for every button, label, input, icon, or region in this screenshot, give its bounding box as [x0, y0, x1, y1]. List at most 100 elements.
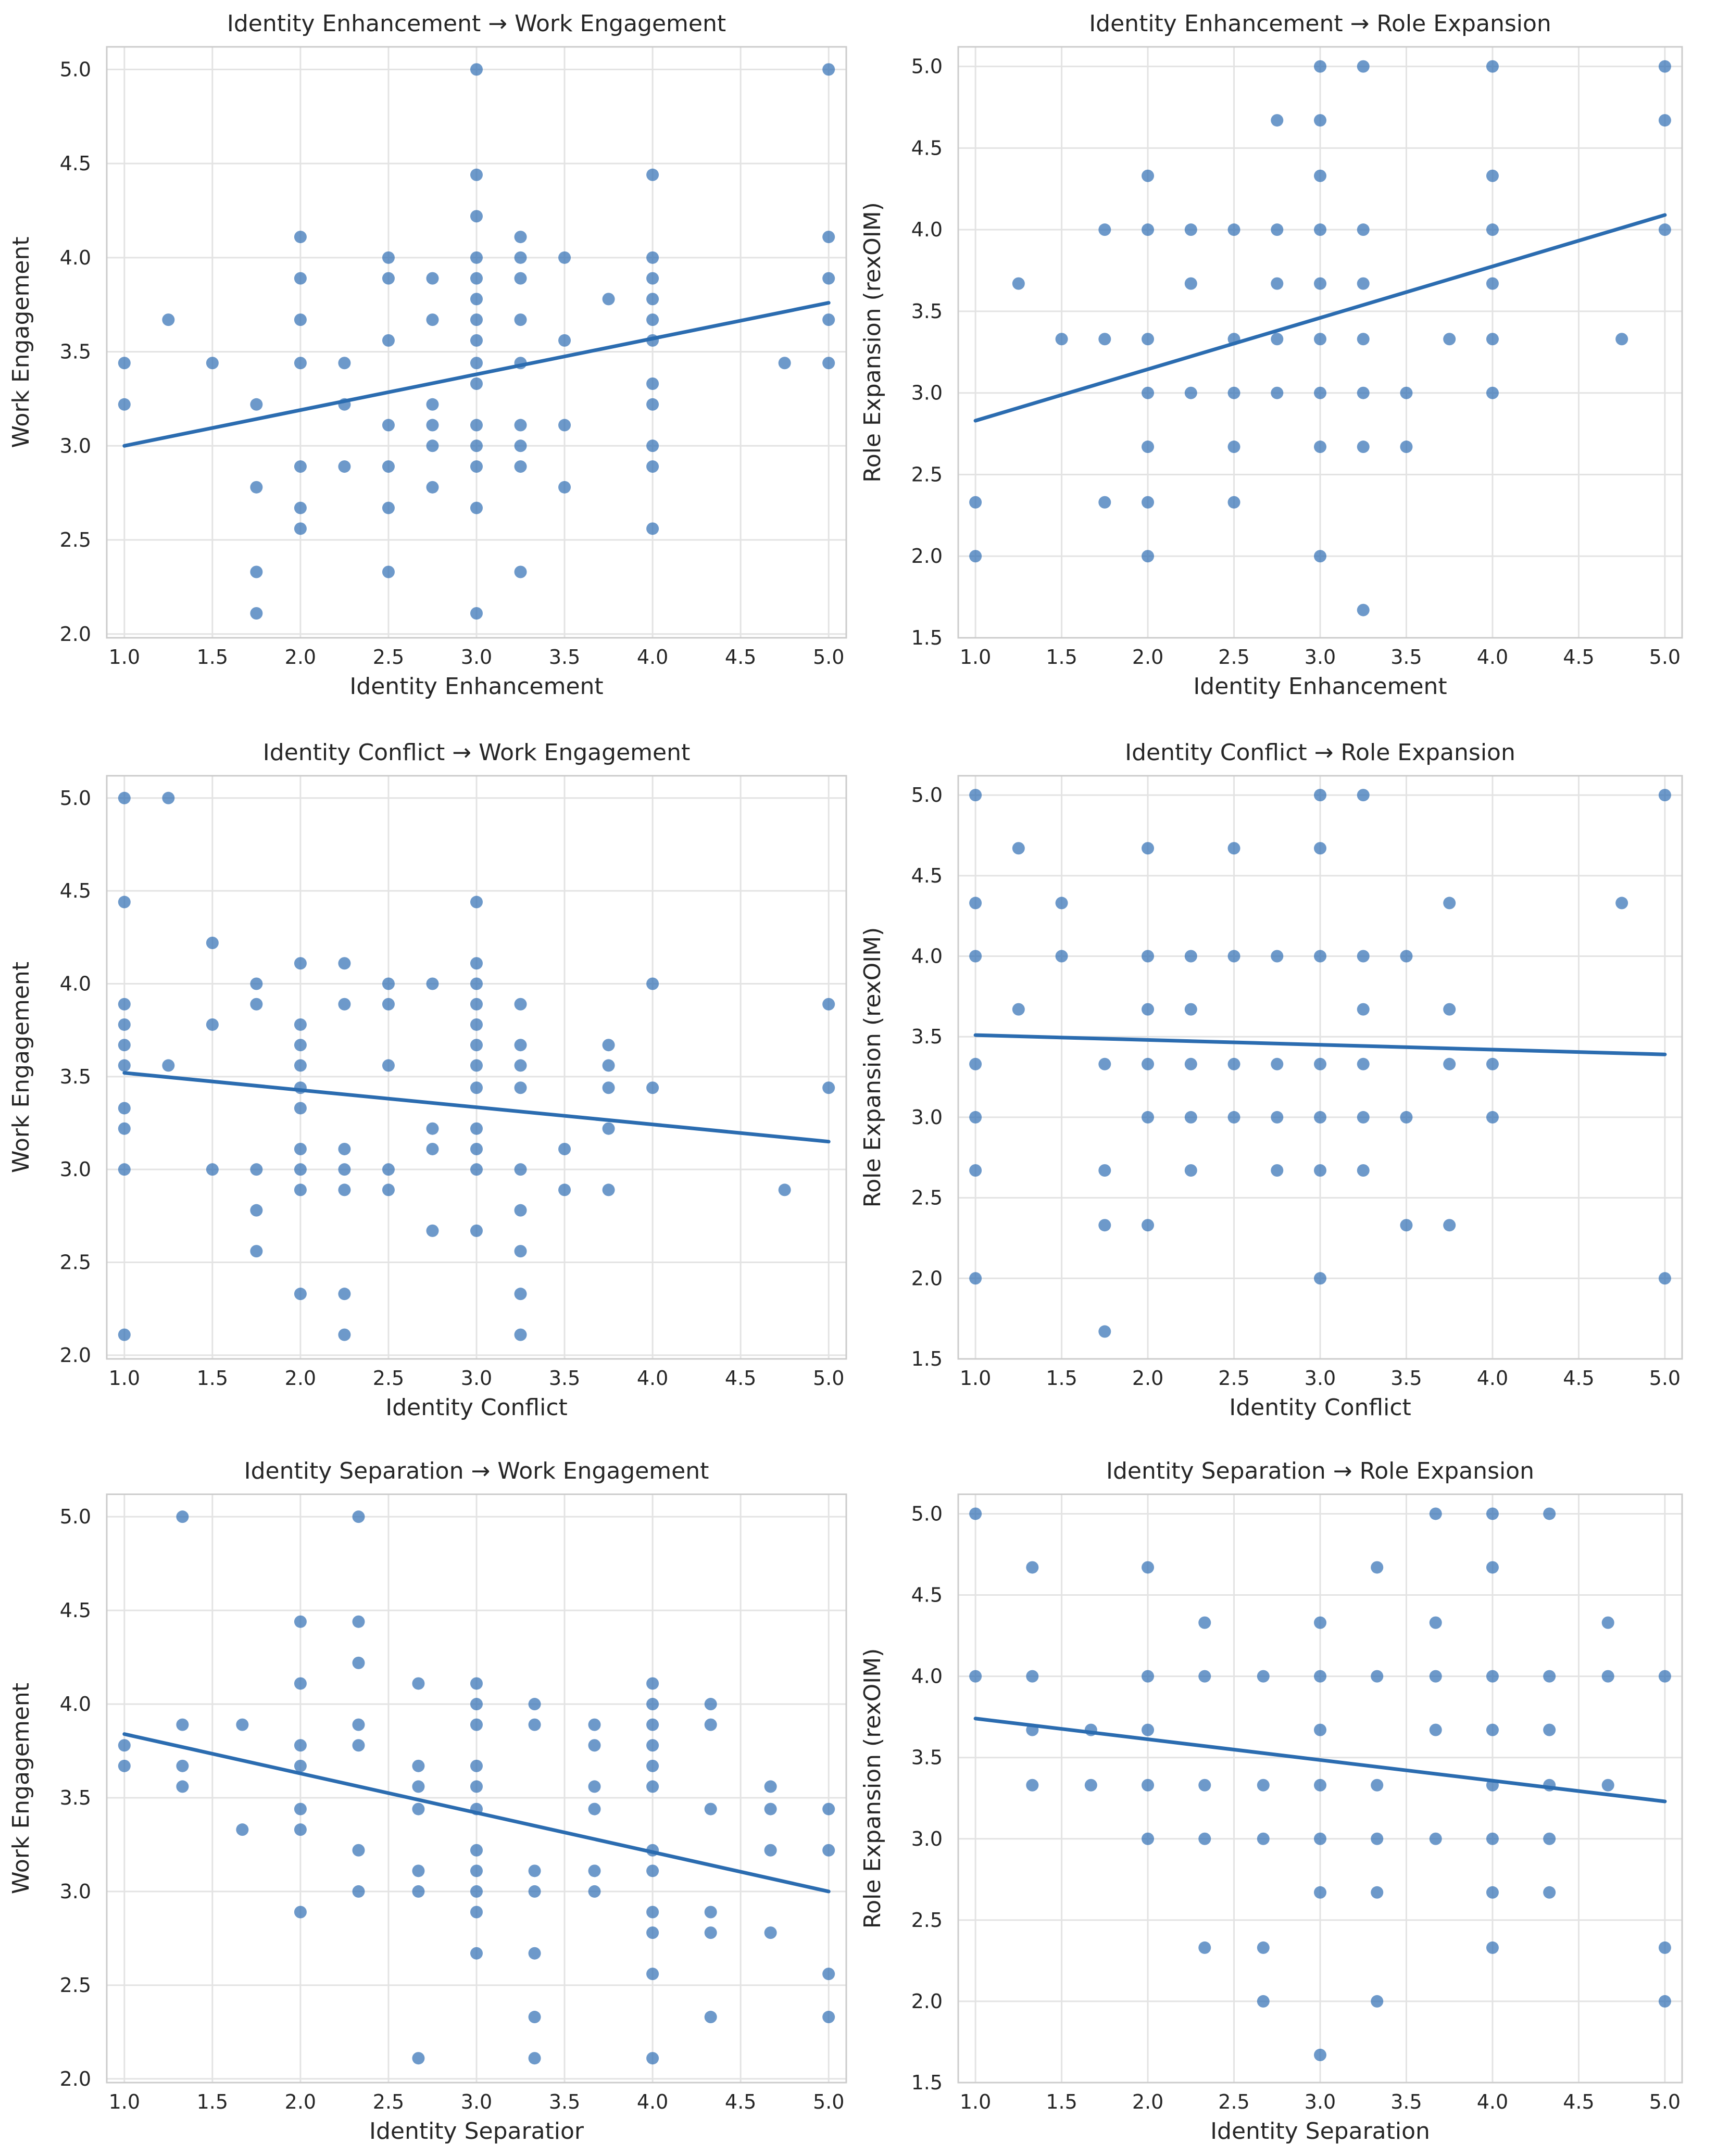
data-point [822, 1844, 835, 1857]
data-point [528, 1718, 541, 1731]
data-point [1142, 1779, 1155, 1792]
data-point [1400, 440, 1413, 453]
data-point [1486, 1057, 1499, 1070]
x-axis-label: Identity Enhancement [1193, 673, 1447, 700]
data-point [1012, 277, 1025, 290]
data-point [1198, 1616, 1211, 1629]
y-tick-label: 4.5 [911, 1584, 943, 1607]
data-point [1098, 496, 1111, 509]
x-tick-label: 3.5 [1390, 646, 1422, 669]
data-point [969, 1164, 982, 1177]
data-point [646, 1864, 659, 1877]
regression-line [973, 1033, 1667, 1056]
data-point [646, 377, 659, 390]
data-point [514, 1081, 527, 1094]
data-point [764, 1844, 777, 1857]
data-point [470, 168, 483, 181]
data-point [1314, 1272, 1326, 1285]
data-point [1314, 277, 1326, 290]
data-point [470, 1081, 483, 1094]
data-point [1257, 1779, 1270, 1792]
data-point [470, 1947, 483, 1960]
y-tick-label: 4.0 [911, 1665, 943, 1688]
data-point [514, 1204, 527, 1217]
data-point [1098, 1057, 1111, 1070]
regression-line [122, 1071, 831, 1144]
x-tick-label: 4.0 [637, 2090, 668, 2113]
data-point [412, 1677, 425, 1690]
data-point [1314, 550, 1326, 563]
data-point [1084, 1779, 1097, 1792]
data-point [426, 481, 439, 494]
data-point [1314, 60, 1326, 73]
data-point [294, 1739, 307, 1752]
data-point [338, 1163, 351, 1176]
y-tick-label: 5.0 [60, 58, 91, 81]
data-point [1271, 114, 1284, 127]
data-point [470, 210, 483, 223]
data-point [382, 501, 395, 514]
x-tick-label: 1.0 [960, 1367, 991, 1390]
chart-title: Identity Enhancement → Work Engagement [227, 10, 726, 37]
chart-title: Identity Conflict → Work Engagement [263, 739, 690, 766]
data-point [1486, 1670, 1499, 1683]
data-point [822, 2011, 835, 2024]
data-point [1486, 1886, 1499, 1899]
data-point [514, 313, 527, 326]
y-tick-label: 2.5 [911, 1187, 943, 1209]
data-point [1314, 1164, 1326, 1177]
data-point [646, 398, 659, 411]
data-point [1357, 386, 1370, 399]
y-tick-label: 3.5 [911, 300, 943, 323]
x-tick-label: 4.0 [1477, 2090, 1508, 2113]
data-point [646, 168, 659, 181]
data-point [294, 1059, 307, 1072]
data-point [294, 1102, 307, 1115]
data-point [588, 1739, 601, 1752]
y-tick-label: 1.5 [911, 1347, 943, 1370]
data-point [514, 231, 527, 244]
data-point [602, 1059, 615, 1072]
data-point [602, 1039, 615, 1052]
data-point [822, 357, 835, 370]
x-axis-label: Identity Separatior [369, 2118, 584, 2145]
data-point [1486, 1723, 1499, 1736]
data-point [426, 439, 439, 452]
data-point [412, 1759, 425, 1772]
data-point [558, 1142, 571, 1155]
x-axis-label: Identity Conflict [385, 1394, 568, 1421]
data-point [514, 1059, 527, 1072]
data-point [352, 1718, 365, 1731]
data-point [646, 1739, 659, 1752]
data-point [1142, 169, 1155, 182]
y-axis-label: Work Engagement [8, 236, 34, 448]
data-point [426, 1142, 439, 1155]
x-tick-label: 3.5 [1390, 1367, 1422, 1390]
x-tick-label: 2.0 [1132, 1367, 1163, 1390]
data-point [1543, 1723, 1556, 1736]
data-point [588, 1864, 601, 1877]
data-point [1271, 386, 1284, 399]
data-point [528, 2052, 541, 2065]
data-point [294, 1759, 307, 1772]
data-point [294, 1288, 307, 1301]
data-point [514, 251, 527, 264]
x-tick-label: 1.0 [960, 2090, 991, 2113]
data-point [1184, 950, 1197, 963]
data-point [176, 1510, 189, 1523]
data-point [1443, 1003, 1456, 1016]
data-point [382, 334, 395, 347]
data-point [426, 1224, 439, 1237]
x-tick-label: 1.5 [1046, 1367, 1077, 1390]
x-tick-label: 4.5 [1563, 1367, 1594, 1390]
data-point [1357, 603, 1370, 616]
data-point [1443, 1057, 1456, 1070]
data-point [1198, 1832, 1211, 1845]
data-point [558, 419, 571, 432]
data-point [646, 251, 659, 264]
x-tick-label: 3.5 [549, 646, 580, 669]
data-point [426, 313, 439, 326]
data-point [1314, 789, 1326, 802]
data-point [704, 2011, 717, 2024]
data-point [1271, 1111, 1284, 1124]
